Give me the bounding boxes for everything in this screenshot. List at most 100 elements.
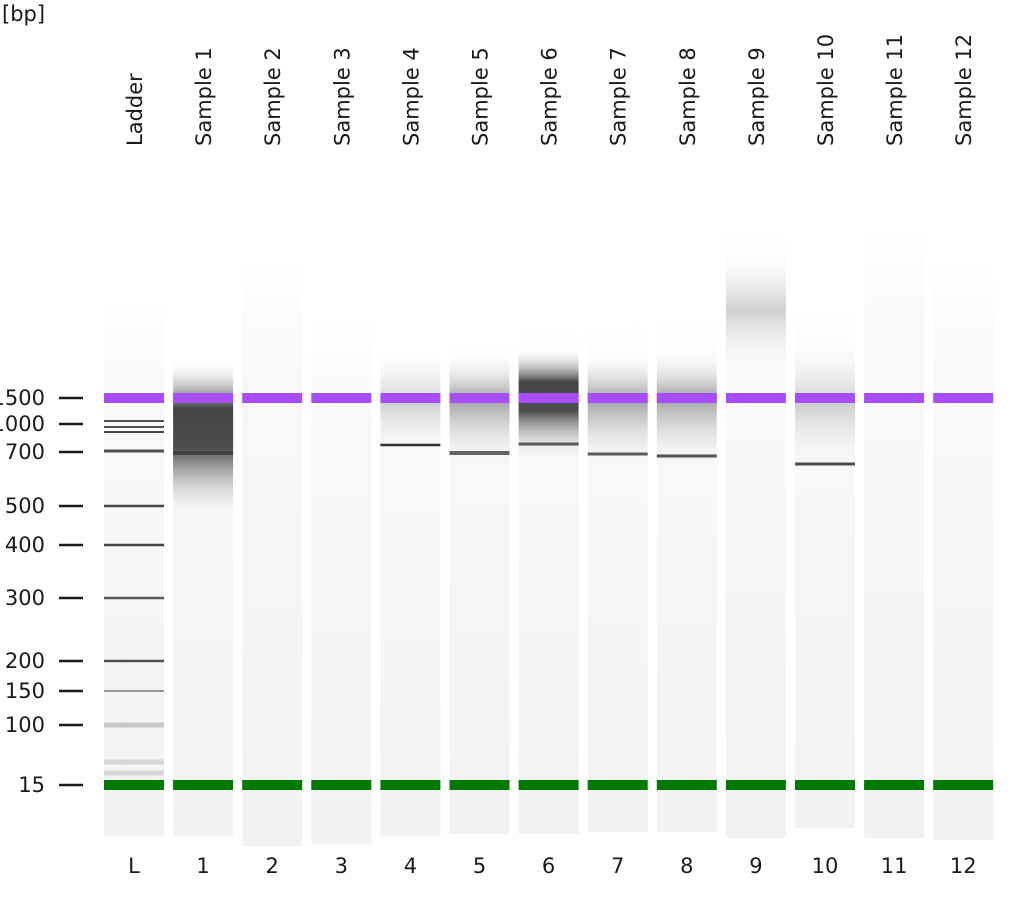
upper-marker-band — [864, 393, 925, 403]
dna-band — [104, 770, 164, 776]
upper-marker-band — [725, 393, 786, 403]
sample-smear — [449, 352, 510, 470]
dna-band — [104, 426, 164, 428]
lower-marker-band — [104, 780, 164, 790]
dna-band — [656, 454, 717, 458]
size-marker-label: 700 — [5, 440, 45, 464]
upper-marker-band — [449, 393, 510, 403]
lower-marker-band — [864, 780, 925, 790]
lane-name: Sample 7 — [607, 47, 631, 146]
upper-marker-band — [656, 393, 717, 403]
lane-4: Sample 4 4 — [380, 47, 441, 878]
size-marker-label: 1500 — [0, 386, 45, 410]
sample-smear — [725, 248, 786, 372]
upper-marker-band — [795, 393, 855, 403]
lower-marker-band — [311, 780, 372, 790]
dna-band — [104, 690, 164, 692]
lane-2: Sample 2 2 — [242, 47, 303, 878]
upper-marker-band — [173, 393, 234, 403]
upper-marker-band — [380, 393, 441, 403]
unit-label: [bp] — [2, 2, 46, 26]
dna-band — [518, 442, 579, 446]
lane-name: Ladder — [123, 73, 147, 146]
lane-number: 6 — [542, 854, 555, 878]
size-marker-label: 1000 — [0, 412, 45, 436]
size-marker-label: 15 — [18, 773, 45, 797]
dna-band — [449, 451, 510, 455]
lane-8: Sample 8 8 — [656, 47, 717, 878]
lane-7: Sample 7 7 — [587, 47, 648, 878]
lane-11: Sample 11 11 — [864, 34, 925, 878]
lane-name: Sample 10 — [814, 34, 838, 146]
lane-number: 11 — [881, 854, 908, 878]
lower-marker-band — [795, 780, 855, 790]
lower-marker-band — [933, 780, 994, 790]
lane-10: Sample 10 10 — [795, 34, 855, 878]
lane-number: L — [128, 854, 140, 878]
dna-band — [104, 449, 164, 453]
upper-marker-band — [104, 393, 164, 403]
upper-marker-band — [933, 393, 994, 403]
lane-1: Sample 1 1 — [173, 47, 234, 878]
dna-band — [104, 543, 164, 547]
lane-name: Sample 9 — [745, 47, 769, 146]
lane-name: Sample 4 — [399, 47, 423, 146]
upper-marker-band — [587, 393, 648, 403]
lane-6: Sample 6 6 — [518, 47, 579, 878]
lane-background — [864, 228, 925, 838]
dna-band — [587, 452, 648, 456]
lane-5: Sample 5 5 — [449, 47, 510, 878]
lane-number: 8 — [680, 854, 693, 878]
lane-number: 5 — [473, 854, 486, 878]
lower-marker-band — [725, 780, 786, 790]
dna-band — [173, 451, 234, 455]
lane-number: 3 — [335, 854, 348, 878]
lower-marker-band — [449, 780, 510, 790]
size-marker-label: 500 — [5, 494, 45, 518]
lane-name: Sample 3 — [330, 47, 354, 146]
lane-9: Sample 9 9 — [725, 47, 786, 878]
sample-smear — [587, 352, 648, 470]
lane-number: 7 — [611, 854, 624, 878]
lane-number: 4 — [404, 854, 417, 878]
lower-marker-band — [518, 780, 579, 790]
size-marker-label: 400 — [5, 533, 45, 557]
lower-marker-band — [173, 780, 234, 790]
lane-number: 10 — [812, 854, 839, 878]
lane-name: Sample 12 — [952, 34, 976, 146]
lower-marker-band — [242, 780, 303, 790]
sample-smear — [795, 340, 855, 470]
lane-name: Sample 1 — [192, 47, 216, 146]
size-marker-label: 300 — [5, 586, 45, 610]
lower-marker-band — [380, 780, 441, 790]
lower-marker-band — [656, 780, 717, 790]
lane-background — [311, 318, 372, 844]
lane-number: 9 — [749, 854, 762, 878]
lane-12: Sample 12 12 — [933, 34, 994, 878]
lane-name: Sample 8 — [676, 47, 700, 146]
dna-band — [104, 659, 164, 663]
lane-name: Sample 2 — [261, 47, 285, 146]
lane-number: 2 — [266, 854, 279, 878]
dna-band — [104, 759, 164, 765]
upper-marker-band — [518, 393, 579, 403]
lane-l: Ladder L — [104, 73, 164, 878]
dna-band — [104, 596, 164, 600]
dna-band — [104, 420, 164, 422]
dna-band — [104, 504, 164, 508]
upper-marker-band — [242, 393, 303, 403]
dna-band — [104, 722, 164, 728]
lane-background — [104, 298, 164, 836]
lane-3: Sample 3 3 — [311, 47, 372, 878]
lane-number: 1 — [196, 854, 209, 878]
dna-band — [795, 462, 855, 466]
sample-smear — [656, 350, 717, 470]
size-marker-label: 100 — [5, 713, 45, 737]
dna-band — [104, 431, 164, 433]
lane-name: Sample 5 — [469, 47, 493, 146]
lane-number: 12 — [950, 854, 977, 878]
lane-background — [933, 258, 994, 840]
size-marker-label: 200 — [5, 649, 45, 673]
upper-marker-band — [311, 393, 372, 403]
